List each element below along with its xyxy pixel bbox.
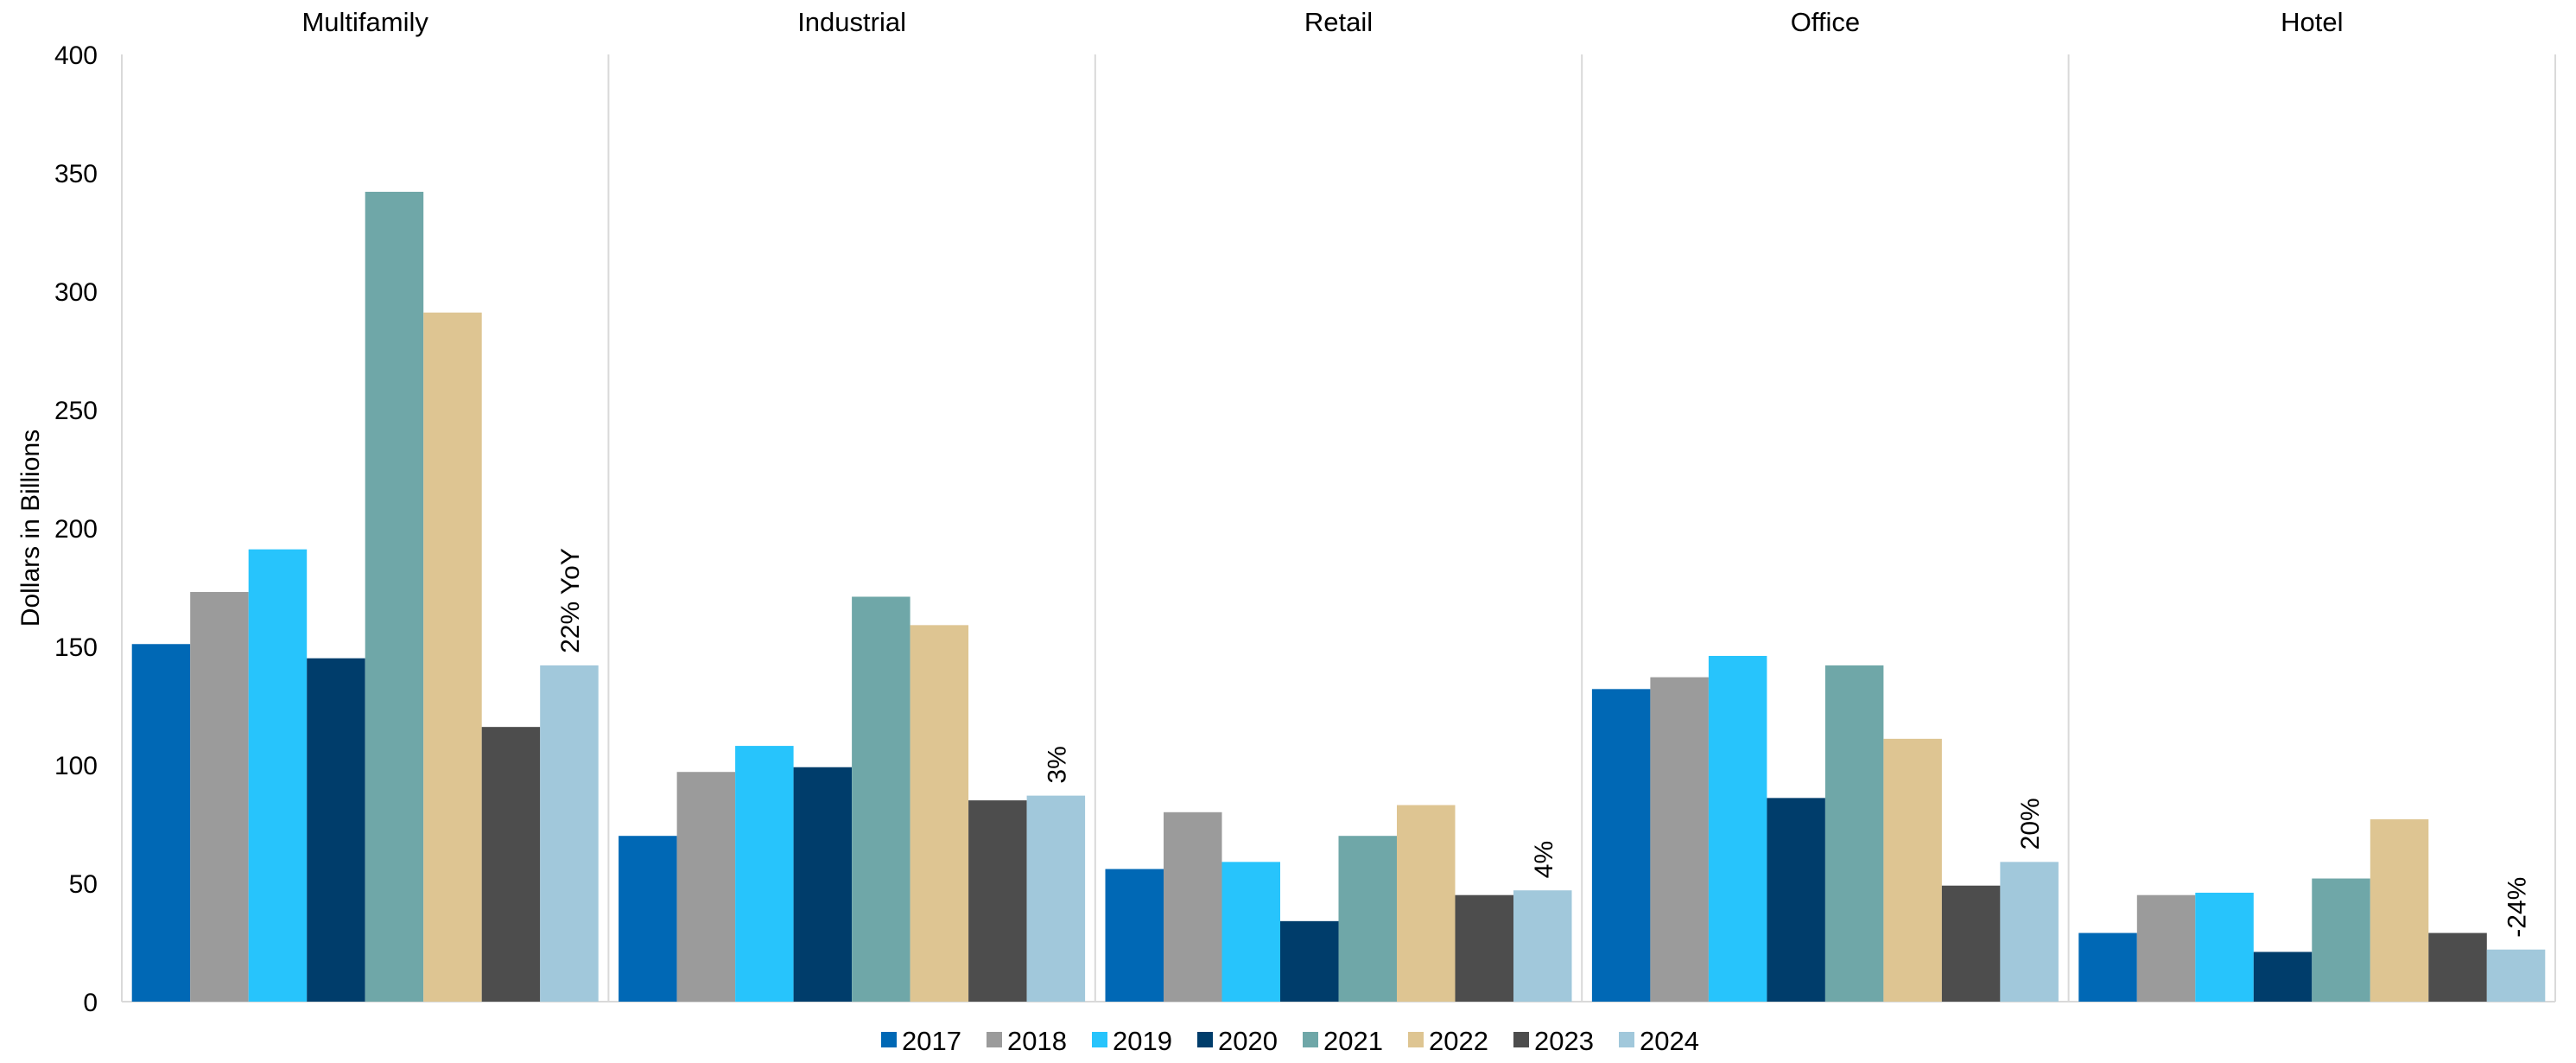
- bar-multifamily-2024: [540, 665, 599, 1002]
- legend-item-2024: 2024: [1619, 1026, 1699, 1056]
- legend-swatch: [1197, 1032, 1213, 1047]
- y-tick-label: 0: [83, 989, 98, 1017]
- chart-panels: Multifamily 22% YoY Industrial 3% Retail 4% Of…: [121, 7, 2556, 1003]
- legend-swatch: [1092, 1032, 1107, 1047]
- bar-multifamily-2022: [423, 312, 482, 1002]
- bar-multifamily-2018: [190, 591, 249, 1002]
- bar-multifamily-2019: [248, 549, 308, 1002]
- bar-office-2018: [1650, 677, 1709, 1002]
- bar-office-2024: [2000, 862, 2059, 1002]
- legend-label: 2017: [902, 1026, 961, 1056]
- legend-item-2021: 2021: [1303, 1026, 1383, 1056]
- y-tick-label: 50: [69, 870, 98, 899]
- legend-label: 2021: [1323, 1026, 1383, 1056]
- y-tick-label: 300: [54, 278, 98, 307]
- bar-hotel-2018: [2136, 894, 2196, 1002]
- panel-title: Hotel: [2281, 7, 2343, 37]
- bar-multifamily-2017: [131, 644, 191, 1002]
- bar-industrial-2023: [968, 800, 1027, 1002]
- legend-swatch: [1408, 1032, 1424, 1047]
- bar-multifamily-2020: [307, 658, 365, 1002]
- legend-swatch: [1303, 1032, 1318, 1047]
- bar-multifamily-2023: [481, 727, 541, 1002]
- panel-title: Office: [1791, 7, 1860, 37]
- panel-office: Office 20%: [1581, 7, 2059, 1002]
- panel-title: Industrial: [797, 7, 906, 37]
- bar-industrial-2022: [910, 625, 969, 1002]
- legend-swatch: [1619, 1032, 1634, 1047]
- bar-industrial-2020: [793, 767, 853, 1002]
- bar-office-2022: [1883, 738, 1942, 1002]
- bar-retail-2024: [1513, 890, 1572, 1002]
- y-tick-label: 200: [54, 515, 98, 544]
- bar-hotel-2020: [2253, 952, 2313, 1002]
- bar-retail-2019: [1221, 862, 1280, 1002]
- bar-retail-2017: [1105, 869, 1164, 1002]
- yoy-annotation: 20%: [2016, 798, 2045, 850]
- bar-hotel-2022: [2370, 819, 2429, 1002]
- yoy-annotation: 3%: [1043, 746, 1071, 783]
- bar-office-2021: [1824, 665, 1884, 1002]
- y-tick-label: 100: [54, 752, 98, 780]
- y-tick-label: 150: [54, 633, 98, 662]
- legend-label: 2022: [1429, 1026, 1488, 1056]
- panel-hotel: Hotel -24%: [2067, 7, 2546, 1002]
- legend-swatch: [1513, 1032, 1529, 1047]
- bar-office-2019: [1708, 655, 1767, 1002]
- bar-retail-2022: [1397, 805, 1456, 1002]
- legend-label: 2020: [1218, 1026, 1278, 1056]
- yoy-annotation: 22% YoY: [556, 548, 585, 653]
- bar-retail-2018: [1164, 812, 1222, 1002]
- bar-office-2023: [1941, 885, 2001, 1002]
- legend-item-2017: 2017: [881, 1026, 961, 1056]
- bar-hotel-2019: [2195, 892, 2254, 1002]
- y-tick-label: 400: [54, 41, 98, 70]
- panel-retail: Retail 4%: [1094, 7, 1572, 1002]
- panel-title: Retail: [1304, 7, 1373, 37]
- bar-hotel-2023: [2428, 933, 2487, 1002]
- y-axis-title: Dollars in Billions: [16, 430, 45, 627]
- bar-multifamily-2021: [365, 191, 424, 1003]
- legend-label: 2023: [1534, 1026, 1594, 1056]
- y-tick-label: 350: [54, 160, 98, 188]
- bar-retail-2020: [1280, 920, 1339, 1002]
- bar-industrial-2021: [852, 596, 910, 1002]
- bar-industrial-2018: [676, 772, 736, 1002]
- bar-office-2020: [1767, 798, 1825, 1002]
- bar-hotel-2017: [2078, 933, 2137, 1002]
- legend-item-2023: 2023: [1513, 1026, 1594, 1056]
- legend-item-2019: 2019: [1092, 1026, 1172, 1056]
- bar-hotel-2021: [2312, 878, 2370, 1002]
- bar-office-2017: [1591, 689, 1651, 1002]
- legend-swatch: [987, 1032, 1002, 1047]
- legend-label: 2018: [1007, 1026, 1067, 1056]
- bar-industrial-2019: [735, 746, 794, 1002]
- panel-industrial: Industrial 3%: [607, 7, 1086, 1002]
- y-tick-label: 250: [54, 397, 98, 425]
- yoy-annotation: -24%: [2503, 877, 2532, 938]
- panel-multifamily: Multifamily 22% YoY: [121, 7, 599, 1003]
- legend-label: 2019: [1113, 1026, 1172, 1056]
- legend: 2017 2018 2019 2020 2021 2022 2023 2024: [881, 1026, 1699, 1056]
- bar-industrial-2017: [619, 836, 677, 1002]
- panel-title: Multifamily: [301, 7, 428, 37]
- legend-item-2022: 2022: [1408, 1026, 1488, 1056]
- bar-retail-2023: [1455, 894, 1513, 1002]
- legend-item-2020: 2020: [1197, 1026, 1278, 1056]
- legend-swatch: [881, 1032, 897, 1047]
- legend-label: 2024: [1640, 1026, 1699, 1056]
- bar-industrial-2024: [1026, 795, 1086, 1002]
- bar-hotel-2024: [2486, 949, 2546, 1002]
- legend-item-2018: 2018: [987, 1026, 1067, 1056]
- yoy-annotation: 4%: [1530, 841, 1558, 878]
- bar-retail-2021: [1338, 836, 1397, 1002]
